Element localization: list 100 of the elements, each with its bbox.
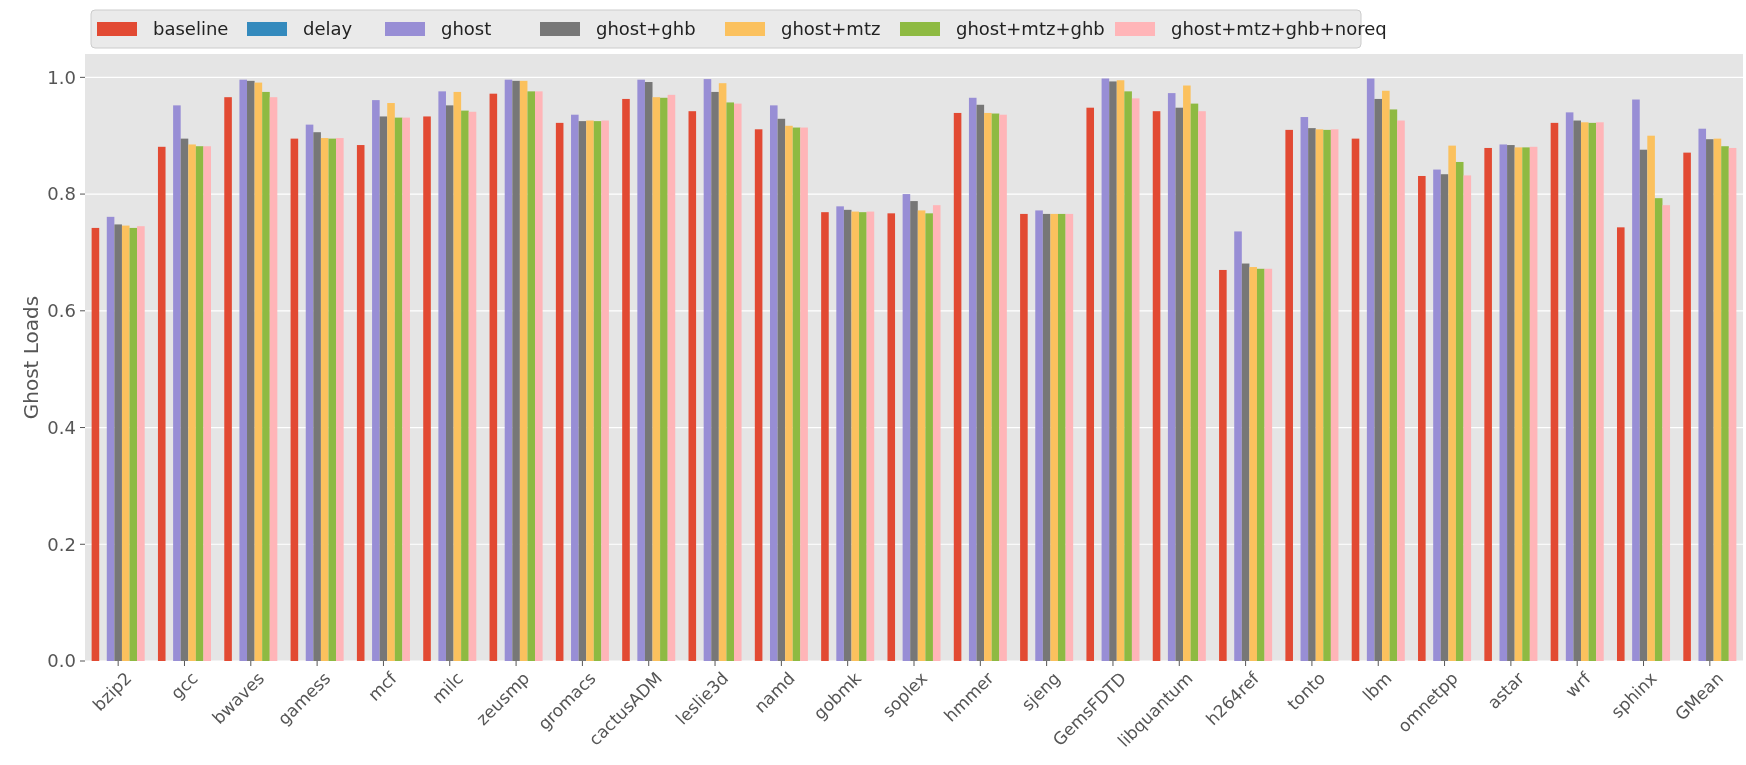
bar <box>555 122 564 661</box>
bar <box>224 97 232 661</box>
bar <box>1366 78 1375 661</box>
bar <box>1124 91 1132 661</box>
bar <box>356 145 365 661</box>
bar <box>137 226 145 661</box>
bar <box>601 120 609 661</box>
bar <box>953 112 962 661</box>
bar <box>1020 213 1028 661</box>
bar <box>1647 135 1655 661</box>
legend-label: ghost+mtz+ghb+noreq <box>1171 18 1387 40</box>
bar <box>504 79 513 661</box>
bar <box>1131 98 1140 661</box>
bar <box>1397 120 1405 661</box>
legend-label: delay <box>303 18 353 40</box>
bar <box>925 213 933 661</box>
y-tick-label: 0.6 <box>47 300 76 322</box>
bar <box>180 138 189 661</box>
bar <box>1455 161 1464 661</box>
bar <box>1315 129 1324 661</box>
bar <box>1463 175 1472 661</box>
bar <box>1662 205 1671 661</box>
bar <box>1573 120 1581 661</box>
bar <box>718 83 727 661</box>
bar <box>1382 90 1390 661</box>
bar <box>1698 128 1707 661</box>
bar <box>1249 267 1257 661</box>
bar <box>622 98 630 661</box>
bar <box>733 103 742 661</box>
bar <box>1175 107 1184 661</box>
bar <box>114 224 122 661</box>
bar <box>512 80 520 661</box>
bar <box>402 117 410 661</box>
x-tick-label: wrf <box>1561 667 1596 702</box>
bar <box>1167 93 1176 661</box>
bar <box>1351 138 1360 661</box>
bar <box>1721 146 1729 661</box>
bar <box>991 113 1000 661</box>
bar <box>1448 145 1456 661</box>
y-tick-label: 0.0 <box>47 650 76 672</box>
bar <box>578 121 587 661</box>
bar <box>902 194 911 661</box>
bar <box>785 125 793 661</box>
bar <box>1418 175 1426 661</box>
x-tick-label: lbm <box>1358 668 1396 705</box>
bar <box>1529 146 1538 661</box>
bar <box>320 138 329 661</box>
bar <box>1654 198 1663 661</box>
bar <box>703 79 712 661</box>
bar <box>968 97 977 661</box>
bar <box>1234 231 1242 661</box>
bar <box>800 127 808 661</box>
bar <box>866 211 875 661</box>
bar <box>290 138 299 661</box>
bar <box>688 111 697 661</box>
bar <box>571 114 579 661</box>
bar <box>519 80 528 661</box>
bar <box>1632 99 1640 661</box>
bar <box>1264 268 1273 661</box>
bar <box>999 114 1007 661</box>
y-axis-title: Ghost Loads <box>19 295 43 420</box>
bar <box>1241 263 1250 661</box>
bar <box>445 105 454 661</box>
bar <box>711 91 719 661</box>
bar <box>1522 147 1530 661</box>
bar <box>203 146 212 661</box>
y-tick-label: 0.2 <box>47 533 76 555</box>
bar <box>1190 103 1199 661</box>
y-tick-label: 0.4 <box>47 416 76 438</box>
bar <box>1484 147 1492 661</box>
bar <box>313 132 321 661</box>
bar <box>1109 81 1117 661</box>
bar <box>535 91 543 661</box>
bar <box>423 116 431 661</box>
bar <box>851 211 860 661</box>
bar <box>195 146 204 661</box>
bar <box>1285 129 1293 661</box>
bar <box>305 124 314 661</box>
bar <box>1514 147 1523 661</box>
legend-label: ghost+mtz <box>781 18 881 40</box>
bar <box>726 102 734 661</box>
bar <box>1374 98 1383 661</box>
bar <box>527 91 536 661</box>
bar <box>1042 213 1051 661</box>
bar <box>1116 80 1125 661</box>
bar <box>173 105 181 661</box>
bar <box>438 91 446 661</box>
bar <box>821 212 829 661</box>
bar <box>1550 122 1559 661</box>
bar <box>129 227 138 661</box>
bar <box>1389 109 1398 661</box>
bar <box>586 120 594 661</box>
legend-label: ghost+mtz+ghb <box>956 18 1105 40</box>
bar <box>1596 122 1604 661</box>
bar <box>489 93 498 661</box>
bar <box>1330 129 1339 661</box>
bar <box>917 210 926 661</box>
bar <box>1308 128 1316 661</box>
bar <box>667 94 676 661</box>
bar <box>1101 78 1110 661</box>
